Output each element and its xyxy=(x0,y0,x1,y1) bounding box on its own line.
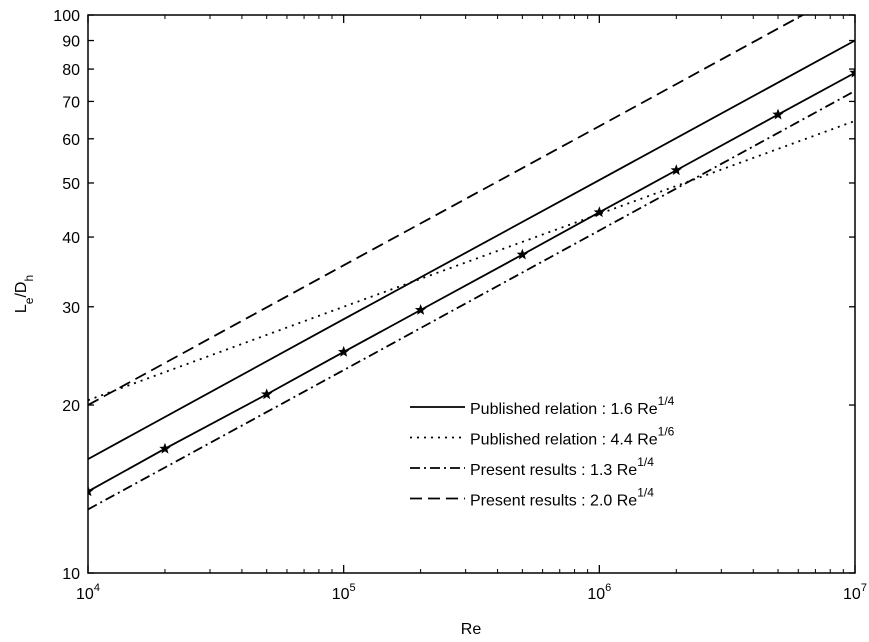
x-tick-exponent: 7 xyxy=(861,582,867,594)
series-line xyxy=(88,90,855,511)
x-tick-base: 10 xyxy=(76,586,94,603)
legend-label: Present results : 1.3 Re1/4 xyxy=(470,455,654,479)
legend-exponent: 1/4 xyxy=(637,455,654,469)
y-tick-label: 30 xyxy=(62,300,80,317)
x-tick-exponent: 6 xyxy=(605,582,611,594)
y-tick-label: 90 xyxy=(62,34,80,51)
legend-name: Present results : 2.0 Re xyxy=(470,493,637,510)
x-tick-base: 10 xyxy=(587,586,605,603)
y-axis-label: Le/Dh xyxy=(13,275,36,313)
x-tick-label: 106 xyxy=(587,582,611,603)
star-marker xyxy=(772,108,784,120)
legend-name: Published relation : 1.6 Re xyxy=(470,401,658,418)
legend-exponent: 1/4 xyxy=(658,394,675,408)
y-tick-label: 70 xyxy=(62,94,80,111)
legend-name: Present results : 1.3 Re xyxy=(470,462,637,479)
series-line xyxy=(88,120,855,402)
y-tick-label: 20 xyxy=(62,398,80,415)
x-axis-label: Re xyxy=(461,621,482,638)
series-line xyxy=(88,39,855,460)
legend-label: Published relation : 4.4 Re1/6 xyxy=(470,425,675,449)
legend-exponent: 1/4 xyxy=(637,486,654,500)
y-tick-label: 40 xyxy=(62,230,80,247)
series-line xyxy=(88,15,805,406)
plot-frame xyxy=(87,14,856,574)
x-tick-base: 10 xyxy=(332,586,350,603)
y-label-part: L xyxy=(13,304,30,313)
x-tick-label: 105 xyxy=(332,582,356,603)
y-tick-label: 50 xyxy=(62,176,80,193)
x-tick-label: 107 xyxy=(843,582,867,603)
legend-label: Published relation : 1.6 Re1/4 xyxy=(470,394,675,418)
legend-exponent: 1/6 xyxy=(658,425,675,439)
x-tick-label: 104 xyxy=(76,582,100,603)
star-marker xyxy=(670,164,682,176)
y-tick-label: 60 xyxy=(62,132,80,149)
legend-name: Published relation : 4.4 Re xyxy=(470,432,658,449)
x-tick-base: 10 xyxy=(843,586,861,603)
y-label-part: e xyxy=(22,297,36,304)
star-marker xyxy=(414,304,427,315)
star-marker xyxy=(88,485,94,497)
plot-area xyxy=(88,15,855,511)
legend-label: Present results : 2.0 Re1/4 xyxy=(470,486,654,510)
y-label-part: /D xyxy=(13,282,30,298)
x-tick-exponent: 4 xyxy=(94,582,100,594)
star-marker xyxy=(516,248,529,260)
star-marker xyxy=(159,442,171,454)
star-marker xyxy=(593,206,606,218)
x-tick-exponent: 5 xyxy=(350,582,356,594)
star-marker xyxy=(261,388,273,400)
y-tick-label: 10 xyxy=(62,566,80,583)
star-marker xyxy=(849,66,855,78)
y-tick-label: 80 xyxy=(62,62,80,79)
y-label-part: h xyxy=(22,275,36,282)
star-marker xyxy=(337,345,350,357)
y-tick-label: 100 xyxy=(53,8,80,25)
series-line xyxy=(88,71,855,493)
